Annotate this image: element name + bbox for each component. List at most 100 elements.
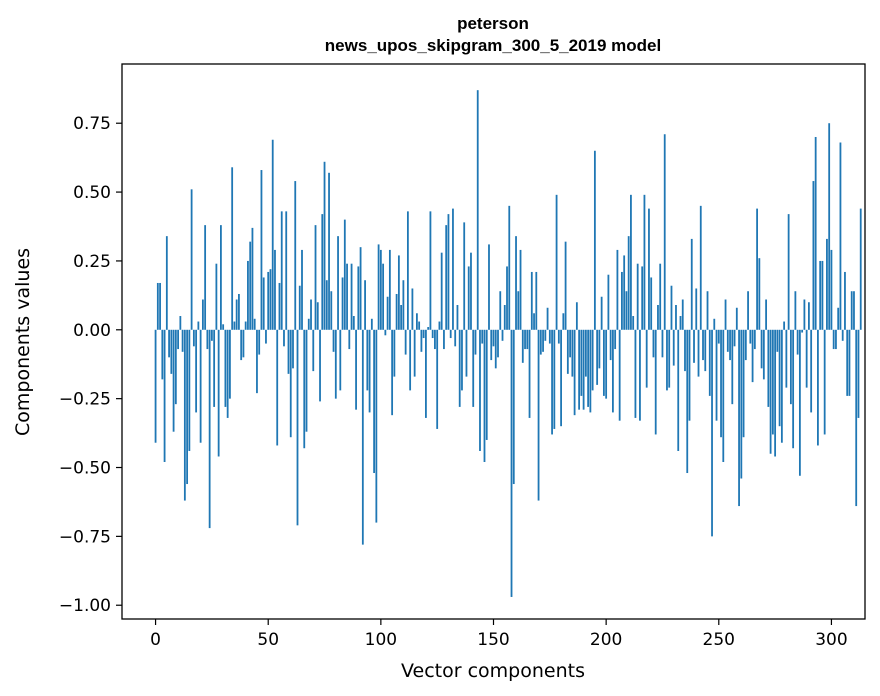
bar-155 — [503, 305, 506, 330]
bar-298 — [826, 238, 828, 330]
y-axis-ticks: −1.00 −0.75 −0.50 −0.25 0.00 0.25 0.50 0.75 — [59, 114, 122, 616]
bar-134 — [456, 305, 459, 330]
bar-7 — [170, 329, 173, 374]
bar-286 — [798, 329, 801, 476]
bar-164 — [524, 329, 526, 350]
bar-65 — [301, 249, 303, 330]
bar-181 — [562, 313, 565, 330]
bar-295 — [819, 260, 822, 330]
bar-229 — [670, 285, 673, 330]
bar-168 — [533, 313, 535, 330]
x-tick-label: 100 — [365, 630, 397, 650]
bar-197 — [598, 329, 601, 369]
bar-147 — [485, 329, 488, 440]
bar-283 — [792, 329, 795, 449]
bar-99 — [377, 244, 380, 330]
bar-124 — [434, 329, 436, 350]
bar-215 — [639, 329, 641, 421]
bar-43 — [251, 227, 254, 330]
bar-300 — [830, 249, 833, 330]
bar-123 — [431, 329, 434, 339]
bar-117 — [418, 321, 421, 330]
y-tick-label: 0.50 — [73, 183, 111, 203]
bar-110 — [402, 280, 405, 330]
bar-156 — [506, 266, 508, 330]
bar-157 — [508, 205, 511, 330]
bar-281 — [787, 214, 790, 330]
bar-192 — [587, 329, 590, 407]
bar-88 — [352, 316, 355, 330]
bar-58 — [285, 211, 288, 330]
bar-22 — [204, 225, 207, 330]
bar-222 — [654, 329, 657, 435]
bar-80 — [334, 329, 337, 399]
bar-32 — [226, 329, 229, 418]
bar-131 — [449, 329, 452, 339]
bar-202 — [609, 329, 612, 361]
x-tick-label: 300 — [815, 630, 847, 650]
bar-170 — [537, 329, 540, 501]
bar-85 — [346, 263, 348, 330]
bar-296 — [821, 260, 824, 330]
bar-52 — [271, 139, 274, 330]
bar-41 — [247, 260, 249, 330]
y-tick-label: 0.25 — [73, 252, 111, 272]
bar-15 — [188, 329, 191, 451]
bar-23 — [206, 329, 209, 350]
bar-253 — [724, 299, 727, 330]
bar-59 — [287, 329, 290, 374]
bar-180 — [560, 329, 562, 427]
bar-183 — [566, 329, 569, 374]
bar-289 — [805, 329, 808, 388]
bar-252 — [722, 329, 725, 462]
bar-203 — [612, 329, 614, 413]
bar-77 — [328, 172, 330, 330]
bar-74 — [321, 214, 324, 330]
x-axis-label: Vector components — [401, 660, 585, 682]
bar-267 — [756, 208, 758, 330]
bar-219 — [648, 208, 650, 330]
bar-153 — [499, 291, 502, 330]
bar-0 — [154, 329, 157, 443]
bar-87 — [350, 263, 353, 330]
y-tick-label: 0.00 — [73, 321, 111, 341]
bar-138 — [465, 329, 468, 377]
bar-86 — [348, 329, 351, 350]
bar-179 — [557, 329, 560, 344]
bar-230 — [672, 329, 675, 366]
bar-165 — [526, 329, 529, 350]
bar-208 — [623, 255, 626, 330]
bar-122 — [429, 211, 432, 330]
bar-129 — [445, 225, 448, 330]
bar-11 — [179, 316, 182, 330]
bar-94 — [366, 329, 369, 391]
bar-71 — [314, 225, 317, 330]
bar-199 — [602, 329, 605, 396]
bar-series — [154, 90, 862, 597]
bar-143 — [476, 90, 479, 330]
bar-214 — [636, 263, 639, 330]
bar-305 — [841, 329, 844, 341]
bar-204 — [614, 329, 617, 350]
bar-130 — [447, 214, 450, 330]
bar-242 — [699, 205, 702, 330]
bar-191 — [584, 329, 587, 377]
bar-96 — [370, 318, 373, 330]
bar-49 — [265, 329, 267, 344]
bar-205 — [616, 249, 619, 330]
bar-292 — [812, 181, 815, 330]
bar-257 — [733, 329, 736, 347]
bar-185 — [571, 329, 574, 377]
bar-132 — [452, 208, 454, 330]
bar-33 — [229, 329, 231, 399]
bar-125 — [436, 329, 439, 429]
bar-69 — [310, 299, 312, 330]
bar-55 — [278, 282, 281, 330]
bar-189 — [580, 329, 583, 396]
bar-243 — [702, 329, 704, 361]
bar-139 — [467, 266, 470, 330]
bar-193 — [589, 329, 592, 413]
bar-238 — [690, 238, 693, 330]
bar-163 — [521, 329, 524, 363]
bar-248 — [713, 318, 716, 330]
